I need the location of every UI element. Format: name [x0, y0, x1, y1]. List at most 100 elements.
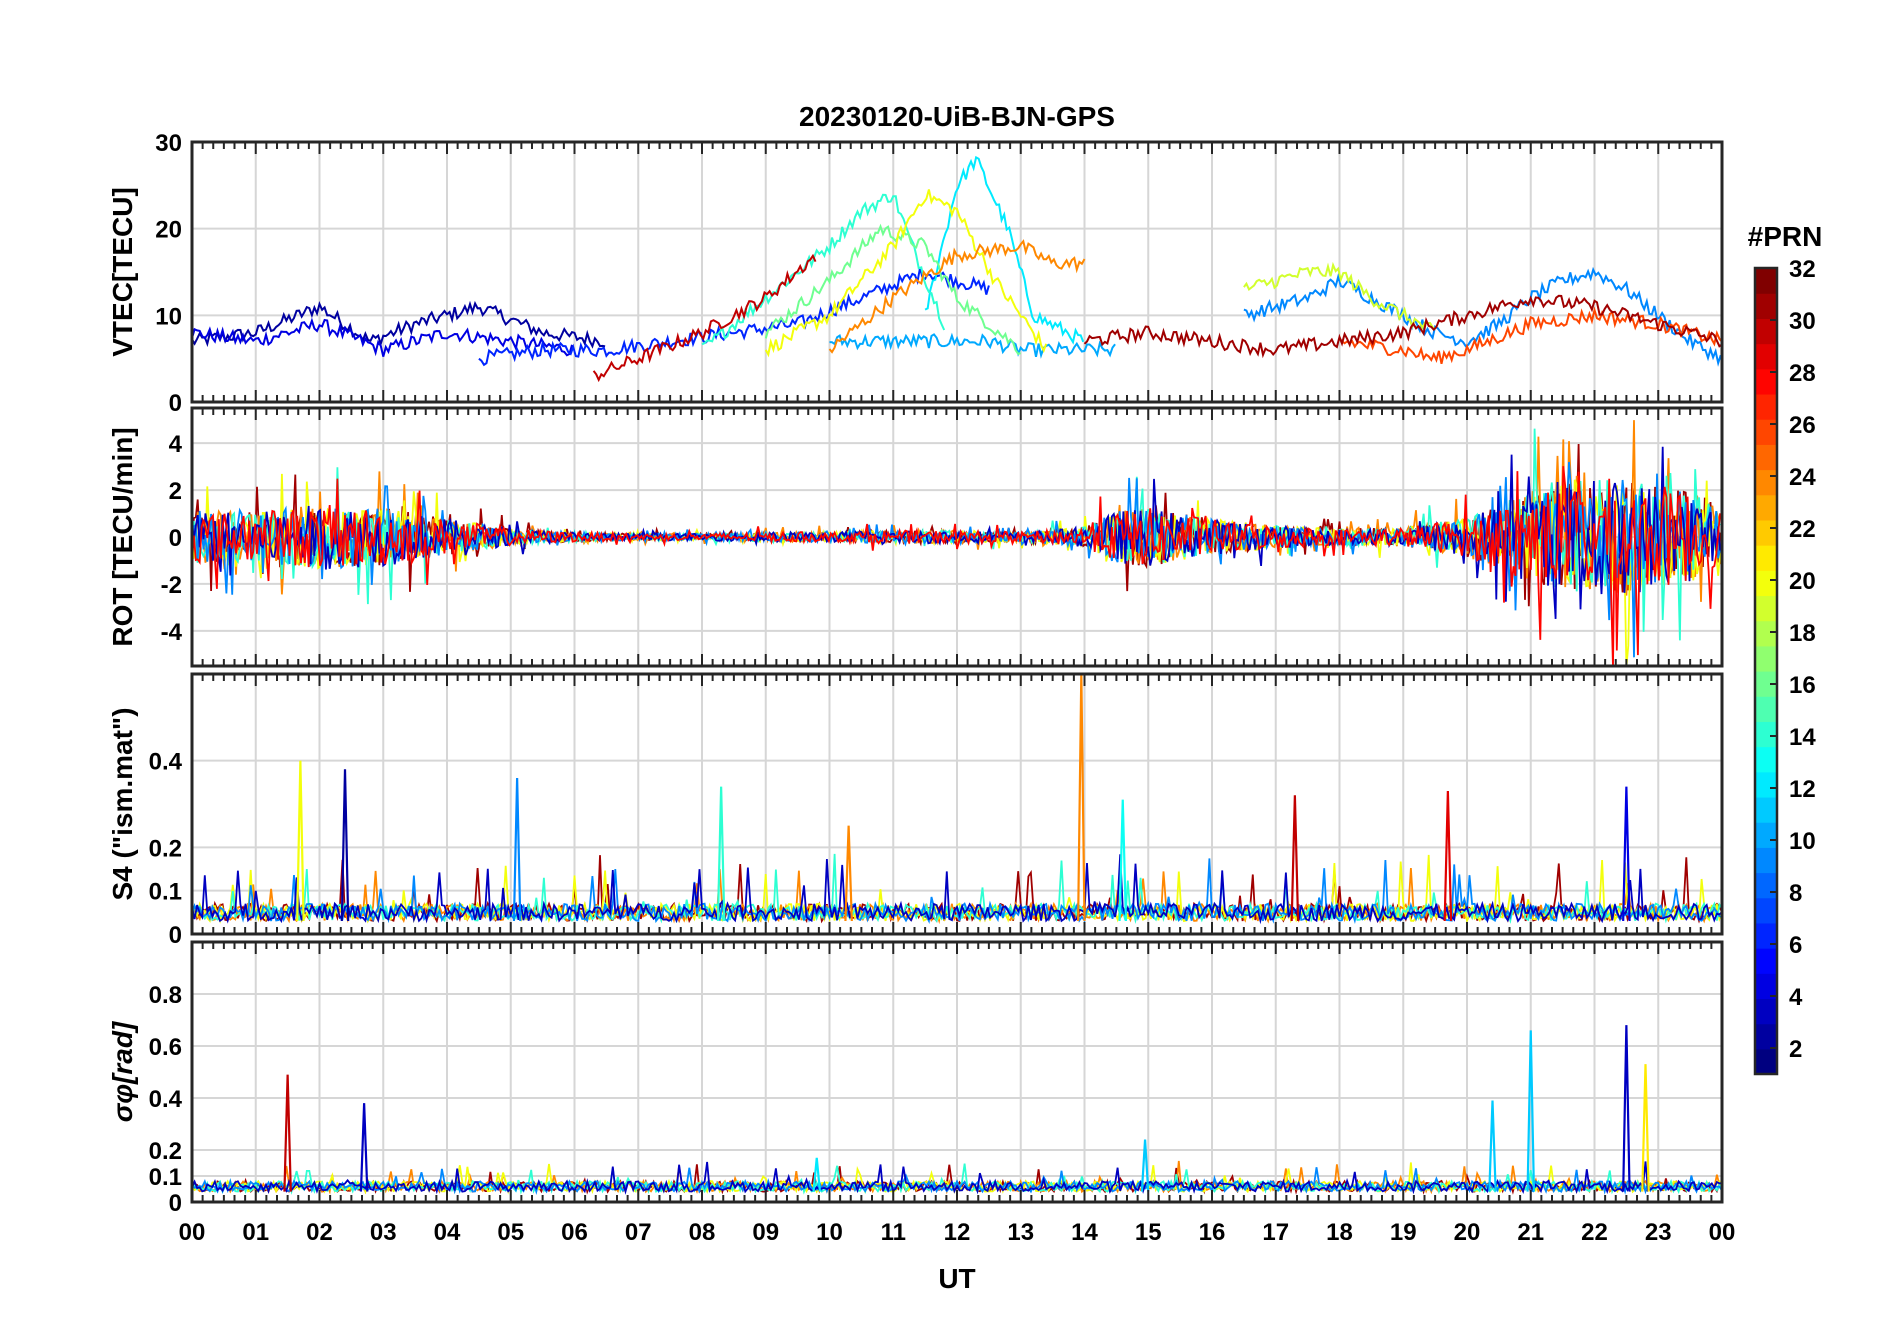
x-axis-label: UT: [938, 1263, 975, 1294]
colorbar-tick-label: 18: [1789, 620, 1816, 647]
colorbar-tick-label: 10: [1789, 828, 1816, 855]
colorbar-frame: [1753, 266, 1779, 1076]
x-tick-label: 01: [242, 1219, 269, 1246]
y-tick-label: -2: [161, 572, 182, 599]
x-tick-label: 17: [1262, 1219, 1289, 1246]
y-tick-label: 0.1: [149, 879, 182, 906]
colorbar-segment: [1755, 368, 1777, 395]
y-tick-label: 0.4: [149, 1086, 183, 1113]
vtec-series-prn-24: [828, 239, 1086, 354]
colorbar-segment: [1755, 721, 1777, 748]
colorbar-segment: [1755, 645, 1777, 672]
rot-series-prn-28: [192, 466, 1721, 666]
x-tick-label: 10: [816, 1219, 843, 1246]
s4-series-prn-3: [192, 854, 1722, 925]
colorbar-segment: [1755, 671, 1777, 697]
y-tick-label: -4: [161, 619, 183, 646]
colorbar-segment: [1755, 746, 1777, 773]
colorbar-tick-label: 22: [1789, 516, 1816, 543]
colorbar-tick-label: 24: [1789, 464, 1816, 491]
colorbar-tick-label: 2: [1789, 1036, 1802, 1063]
x-tick-label: 12: [944, 1219, 971, 1246]
vtec-series-prn-12: [924, 155, 1085, 345]
colorbar-segment: [1755, 419, 1777, 445]
s4-peak: [296, 760, 305, 922]
colorbar-tick-label: 30: [1789, 308, 1816, 335]
colorbar-segment: [1755, 620, 1777, 647]
panel-sigma_phi: 00.10.2 0.4 0.6 0.8 σφ[rad]: [107, 940, 1724, 1217]
x-tick-label: 05: [497, 1219, 524, 1246]
s4-peak: [1622, 786, 1631, 922]
x-tick-label: 11: [881, 1219, 906, 1246]
vtec-series-prn-14: [701, 193, 946, 346]
vtec-series-prn-10: [829, 332, 1116, 359]
y-tick-label: 20: [155, 217, 182, 244]
colorbar-segment: [1755, 872, 1777, 899]
y-tick-label: 30: [155, 130, 182, 157]
vtec-series-prn-20: [764, 189, 1048, 358]
colorbar-segment: [1755, 847, 1777, 874]
colorbar-segment: [1755, 771, 1777, 798]
colorbar-segment: [1755, 948, 1777, 974]
colorbar-segment: [1755, 998, 1777, 1025]
s4-peak: [716, 786, 726, 922]
x-tick-label: 18: [1326, 1219, 1353, 1246]
panel-rot: -4 -2 0 2 4 ROT [TECU/min]: [107, 406, 1724, 668]
sigma_phi-peak: [1526, 1030, 1536, 1192]
s4-peak: [340, 769, 350, 922]
colorbar-segment: [1755, 796, 1777, 823]
x-tick-label: 00: [1709, 1219, 1736, 1246]
y-tick-label: 0.2: [149, 1138, 182, 1165]
colorbar-segment: [1755, 519, 1777, 546]
sigma_phi-peak: [1622, 1025, 1631, 1192]
s4-peak: [1077, 674, 1086, 922]
colorbar-tick-label: 12: [1789, 776, 1816, 803]
colorbar-segment: [1755, 494, 1777, 521]
s4-peak: [1443, 790, 1453, 922]
colorbar-tick-label: 28: [1789, 360, 1816, 387]
colorbar-label: #PRN: [1748, 221, 1823, 252]
y-tick-label: 0.4: [149, 749, 183, 776]
series-group: [192, 1025, 1722, 1195]
x-tick-label: 20: [1454, 1219, 1481, 1246]
x-tick-label: 09: [752, 1219, 779, 1246]
x-tick-label: 03: [370, 1219, 397, 1246]
vtec-series-prn-4: [192, 317, 573, 357]
y-tick-label: 4: [169, 431, 183, 458]
x-tick-label: 22: [1581, 1219, 1608, 1246]
colorbar-segment: [1755, 822, 1777, 848]
colorbar-segment: [1755, 293, 1777, 319]
x-tick-label: 02: [306, 1219, 333, 1246]
x-tick-label: 21: [1517, 1219, 1544, 1246]
colorbar-segment: [1755, 469, 1777, 496]
series-group: [192, 155, 1722, 383]
colorbar-tick-label: 26: [1789, 412, 1816, 439]
x-tick-label: 19: [1390, 1219, 1417, 1246]
colorbar-tick-label: 32: [1789, 256, 1816, 283]
sigma_phi-peak: [283, 1074, 292, 1192]
y-axis-label: ROT [TECU/min]: [107, 427, 138, 646]
series-group: [192, 674, 1722, 925]
series-group: [192, 420, 1721, 666]
colorbar-segment: [1755, 973, 1777, 1000]
vtec-series-prn-9: [1243, 266, 1722, 367]
colorbar-segment: [1755, 318, 1777, 345]
vtec-series-prn-6: [478, 267, 990, 367]
y-tick-label: 0: [169, 525, 182, 552]
x-tick-label: 13: [1007, 1219, 1034, 1246]
y-tick-label: 0: [169, 390, 182, 417]
s4-peak: [1290, 795, 1300, 922]
colorbar-segment: [1755, 897, 1777, 924]
colorbar-segment: [1755, 922, 1777, 949]
y-tick-label: 0.8: [149, 982, 182, 1009]
x-tick-label: 16: [1199, 1219, 1226, 1246]
y-tick-label: 10: [155, 303, 182, 330]
colorbar-segment: [1755, 545, 1777, 571]
x-tick-label: 23: [1645, 1219, 1672, 1246]
x-tick-label: 06: [561, 1219, 588, 1246]
colorbar-segment: [1755, 1048, 1777, 1075]
y-tick-label: 0: [169, 922, 182, 949]
colorbar-segment: [1755, 444, 1777, 471]
